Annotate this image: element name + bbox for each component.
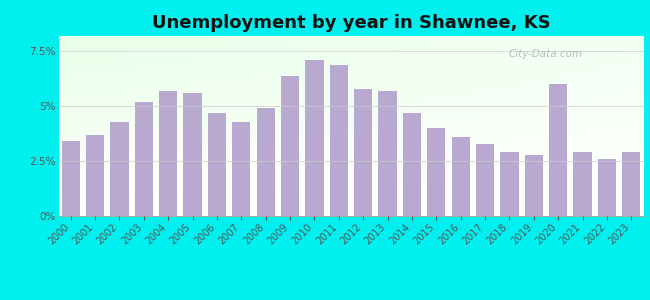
Bar xyxy=(208,113,226,216)
Bar xyxy=(62,141,80,216)
Bar xyxy=(403,113,421,216)
Bar xyxy=(232,122,250,216)
Bar xyxy=(476,144,494,216)
Title: Unemployment by year in Shawnee, KS: Unemployment by year in Shawnee, KS xyxy=(151,14,551,32)
Bar xyxy=(378,91,396,216)
Bar xyxy=(598,159,616,216)
Bar xyxy=(135,102,153,216)
Bar xyxy=(183,93,202,216)
Bar xyxy=(354,89,372,216)
Bar xyxy=(525,154,543,216)
Bar xyxy=(427,128,445,216)
Text: City-Data.com: City-Data.com xyxy=(509,49,583,58)
Bar xyxy=(330,64,348,216)
Bar xyxy=(452,137,470,216)
Bar xyxy=(573,152,592,216)
Bar xyxy=(622,152,640,216)
Bar xyxy=(549,84,567,216)
Bar xyxy=(159,91,177,216)
Bar xyxy=(86,135,104,216)
Bar xyxy=(281,76,299,216)
Bar xyxy=(500,152,519,216)
Bar xyxy=(111,122,129,216)
Bar xyxy=(257,108,275,216)
Bar xyxy=(306,60,324,216)
